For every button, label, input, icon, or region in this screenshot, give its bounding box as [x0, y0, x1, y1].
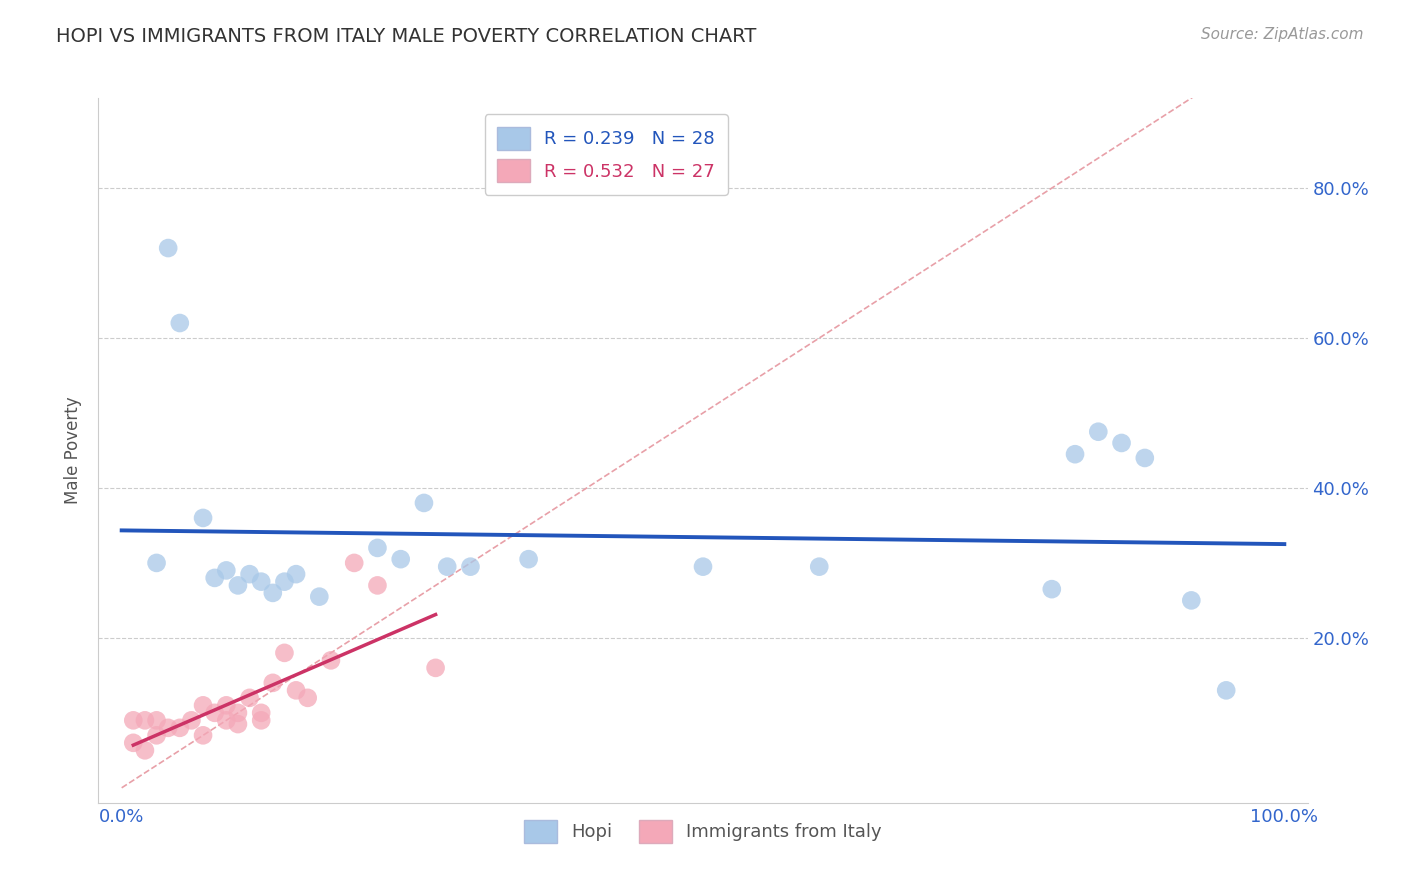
Text: Source: ZipAtlas.com: Source: ZipAtlas.com — [1201, 27, 1364, 42]
Point — [122, 714, 145, 728]
Point — [157, 721, 180, 735]
Point — [436, 559, 458, 574]
Point — [215, 714, 238, 728]
Point — [145, 728, 167, 742]
Point — [250, 714, 273, 728]
Legend: Hopi, Immigrants from Italy: Hopi, Immigrants from Italy — [517, 813, 889, 850]
Point — [319, 653, 342, 667]
Point — [273, 574, 295, 589]
Point — [122, 736, 145, 750]
Point — [215, 563, 238, 577]
Point — [273, 646, 295, 660]
Point — [204, 571, 226, 585]
Point — [145, 714, 167, 728]
Point — [191, 511, 214, 525]
Point — [169, 721, 191, 735]
Point — [1064, 447, 1087, 461]
Text: HOPI VS IMMIGRANTS FROM ITALY MALE POVERTY CORRELATION CHART: HOPI VS IMMIGRANTS FROM ITALY MALE POVER… — [56, 27, 756, 45]
Point — [191, 698, 214, 713]
Point — [226, 706, 249, 720]
Point — [692, 559, 714, 574]
Point — [145, 556, 167, 570]
Point — [517, 552, 540, 566]
Point — [1215, 683, 1237, 698]
Point — [1180, 593, 1202, 607]
Point — [413, 496, 436, 510]
Point — [297, 690, 319, 705]
Point — [239, 567, 262, 582]
Point — [191, 728, 214, 742]
Point — [134, 714, 156, 728]
Point — [180, 714, 202, 728]
Point — [285, 567, 308, 582]
Point — [1133, 450, 1156, 465]
Point — [425, 661, 447, 675]
Point — [134, 743, 156, 757]
Point — [250, 706, 273, 720]
Point — [226, 578, 249, 592]
Point — [366, 541, 388, 555]
Point — [204, 706, 226, 720]
Point — [239, 690, 262, 705]
Point — [1040, 582, 1063, 596]
Point — [343, 556, 366, 570]
Point — [169, 316, 191, 330]
Point — [285, 683, 308, 698]
Y-axis label: Male Poverty: Male Poverty — [63, 397, 82, 504]
Point — [215, 698, 238, 713]
Point — [1087, 425, 1109, 439]
Point — [366, 578, 388, 592]
Point — [157, 241, 180, 255]
Point — [226, 717, 249, 731]
Point — [250, 574, 273, 589]
Point — [308, 590, 330, 604]
Point — [262, 676, 284, 690]
Point — [460, 559, 482, 574]
Point — [389, 552, 412, 566]
Point — [808, 559, 831, 574]
Point — [1111, 436, 1133, 450]
Point — [262, 586, 284, 600]
